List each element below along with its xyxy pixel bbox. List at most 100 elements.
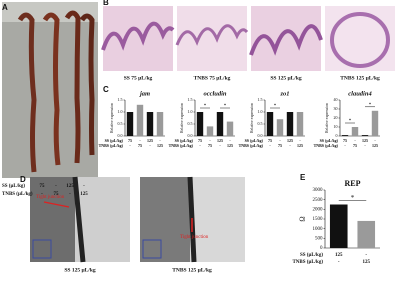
row-value: -	[69, 192, 71, 197]
y-axis-label: Relative expression	[250, 103, 254, 133]
panel-label: C	[103, 85, 109, 94]
x-row-value: -	[289, 143, 291, 148]
y-tick-label: 3000	[313, 188, 324, 193]
x-row-value: 125	[157, 143, 163, 148]
image-caption: TNBS 125 µL/kg	[172, 267, 212, 273]
x-row-value: 125	[227, 143, 233, 148]
x-row-label: TNBS (µL/kg)	[314, 143, 339, 148]
x-row-label: TNBS (µL/kg)	[169, 143, 194, 148]
x-row-value: -	[219, 143, 221, 148]
annotation: Tight junction	[180, 235, 209, 240]
y-tick-label: 1.5	[258, 97, 263, 102]
bar	[329, 204, 348, 248]
bar	[266, 112, 274, 136]
panel-label: A	[2, 3, 8, 12]
y-tick-label: 1.0	[188, 109, 193, 114]
y-tick-label: 0.0	[118, 133, 123, 138]
y-tick-label: 40	[334, 97, 338, 102]
x-row-label: TNBS (µL/kg)	[292, 260, 323, 265]
image-caption: TNBS 125 µL/kg	[340, 75, 380, 81]
em-images	[30, 176, 245, 263]
y-tick-label: 1000	[313, 227, 324, 232]
x-row-value: -	[209, 138, 211, 143]
x-row-value: 75	[138, 143, 142, 148]
x-row-value: 125	[147, 138, 153, 143]
bar	[351, 127, 359, 136]
x-row-value: 75	[268, 138, 272, 143]
panel-label: B	[103, 0, 109, 7]
x-row-label: SS (µL/kg)	[245, 138, 264, 143]
x-row-value: -	[199, 143, 201, 148]
y-tick-label: 0.5	[118, 121, 123, 126]
y-tick-label: 30	[334, 106, 338, 111]
bar	[361, 135, 369, 136]
row-value: 125	[80, 192, 88, 197]
chart-title: REP	[345, 179, 361, 188]
panel-label: E	[300, 173, 306, 182]
image-caption: SS 125 µL/kg	[270, 75, 302, 81]
y-axis-label: Relative expression	[180, 103, 184, 133]
x-row-value: -	[129, 143, 131, 148]
bar	[226, 121, 234, 136]
x-row-label: SS (µL/kg)	[105, 138, 124, 143]
chart-title: occludin	[203, 90, 226, 97]
row-value: 125	[66, 184, 74, 189]
x-row-value: -	[149, 143, 151, 148]
x-row-label: SS (µL/kg)	[175, 138, 194, 143]
x-row-value: -	[344, 143, 346, 148]
significance-mark: *	[369, 103, 372, 108]
x-row-value: 75	[278, 143, 282, 148]
y-tick-label: 1.0	[258, 109, 263, 114]
chart-title: claudin4	[348, 90, 372, 97]
bar	[206, 126, 214, 136]
histology-images	[101, 6, 395, 71]
image-caption: SS 125 µL/kg	[64, 267, 96, 273]
x-row-value: 125	[362, 138, 368, 143]
x-row-value: -	[299, 138, 301, 143]
significance-mark: *	[224, 104, 227, 109]
row-value: -	[41, 192, 43, 197]
y-tick-label: 2500	[313, 198, 324, 203]
image-caption: SS 75 µL/kg	[124, 75, 153, 81]
bar	[156, 112, 164, 136]
y-tick-label: 1.0	[118, 109, 123, 114]
bar	[216, 112, 224, 136]
y-tick-label: 500	[315, 236, 323, 241]
x-row-label: SS (µL/kg)	[300, 253, 323, 258]
bar	[126, 112, 134, 136]
x-row-value: -	[159, 138, 161, 143]
row-label: TNBS (µL/kg)	[2, 192, 33, 197]
y-tick-label: 2000	[313, 207, 324, 212]
row-value: -	[55, 184, 57, 189]
x-row-value: -	[364, 143, 366, 148]
x-row-label: TNBS (µL/kg)	[99, 143, 124, 148]
x-row-value: 125	[217, 138, 223, 143]
x-row-value: 75	[128, 138, 132, 143]
x-row-value: 125	[372, 143, 378, 148]
bar	[276, 119, 284, 136]
bar	[296, 112, 304, 136]
bar	[357, 220, 376, 248]
y-tick-label: 1.5	[118, 97, 123, 102]
y-axis-label: Relative expression	[325, 103, 329, 133]
bar	[146, 112, 154, 136]
significance-mark: *	[349, 119, 352, 124]
y-tick-label: 20	[334, 115, 338, 120]
x-row-value: -	[279, 138, 281, 143]
bar	[371, 110, 379, 136]
y-tick-label: 10	[334, 124, 338, 129]
row-value: 75	[54, 192, 60, 197]
y-tick-label: 0	[336, 133, 338, 138]
bar	[286, 112, 294, 136]
y-tick-label: 0	[320, 246, 323, 251]
x-row-value: -	[365, 253, 367, 258]
row-value: 75	[40, 184, 46, 189]
annotation: Tight junction	[36, 195, 65, 200]
y-axis-label: Relative expression	[110, 103, 114, 133]
x-row-value: 75	[353, 143, 357, 148]
colon-photo	[2, 2, 98, 178]
x-row-value: -	[338, 260, 340, 265]
significance-mark: *	[274, 104, 277, 109]
chart-title: jam	[139, 90, 150, 97]
